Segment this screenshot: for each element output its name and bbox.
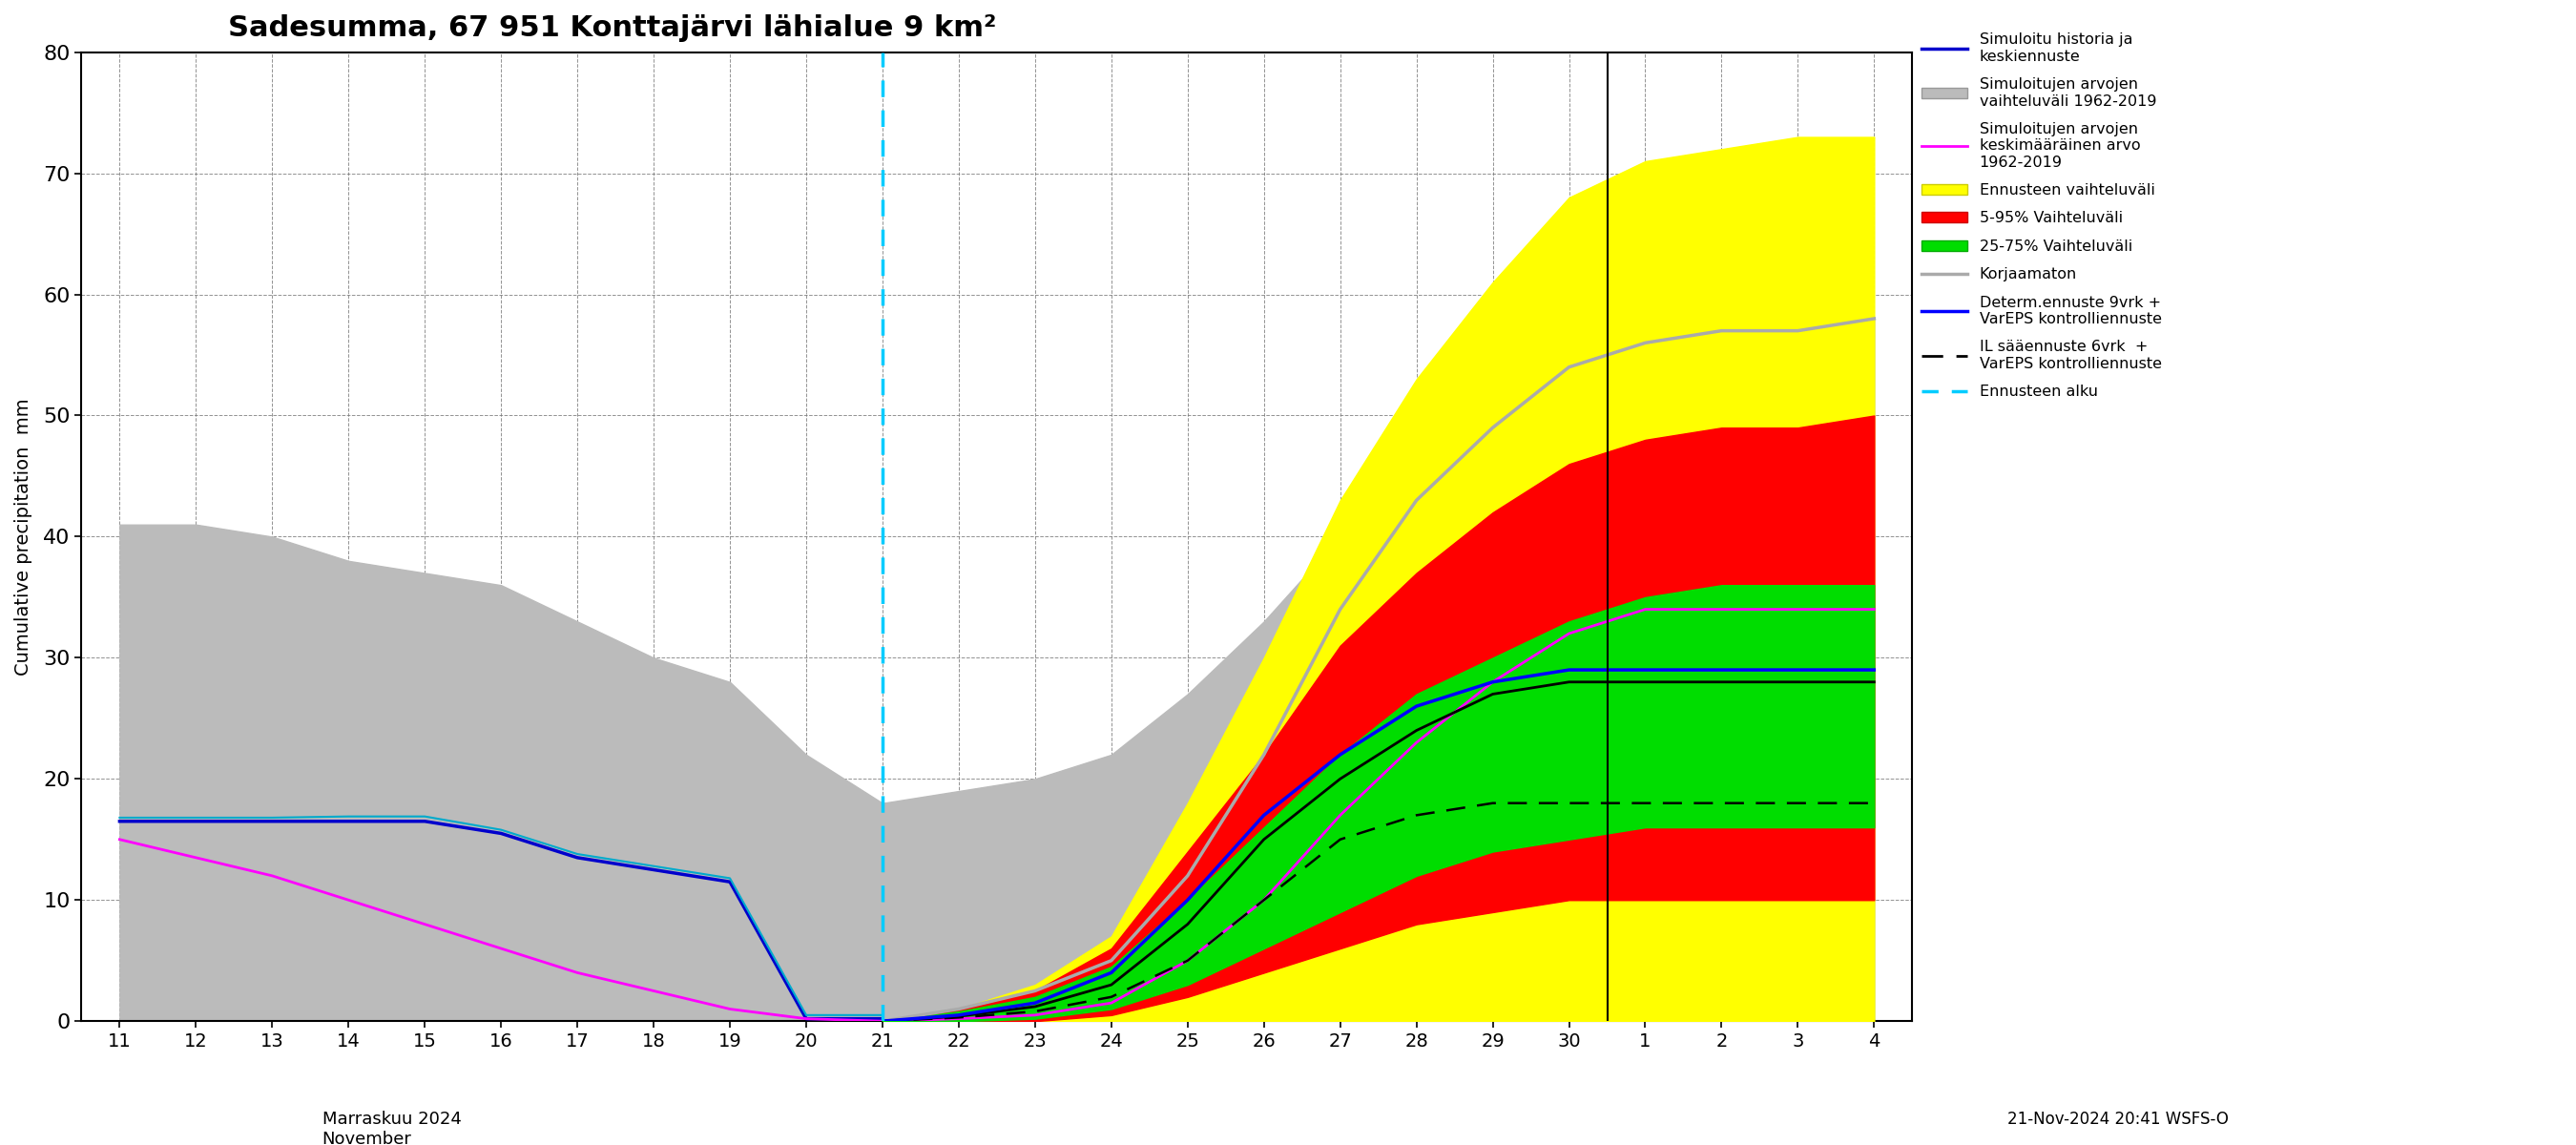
Text: Sadesumma, 67 951 Konttajärvi lähialue 9 km²: Sadesumma, 67 951 Konttajärvi lähialue 9…: [227, 14, 997, 42]
Legend: Simuloitu historia ja
keskiennuste, Simuloitujen arvojen
vaihteluväli 1962-2019,: Simuloitu historia ja keskiennuste, Simu…: [1922, 33, 2161, 398]
Y-axis label: Cumulative precipitation  mm: Cumulative precipitation mm: [15, 398, 33, 676]
Text: Marraskuu 2024
November: Marraskuu 2024 November: [322, 1111, 461, 1145]
Text: 21-Nov-2024 20:41 WSFS-O: 21-Nov-2024 20:41 WSFS-O: [2007, 1111, 2228, 1128]
